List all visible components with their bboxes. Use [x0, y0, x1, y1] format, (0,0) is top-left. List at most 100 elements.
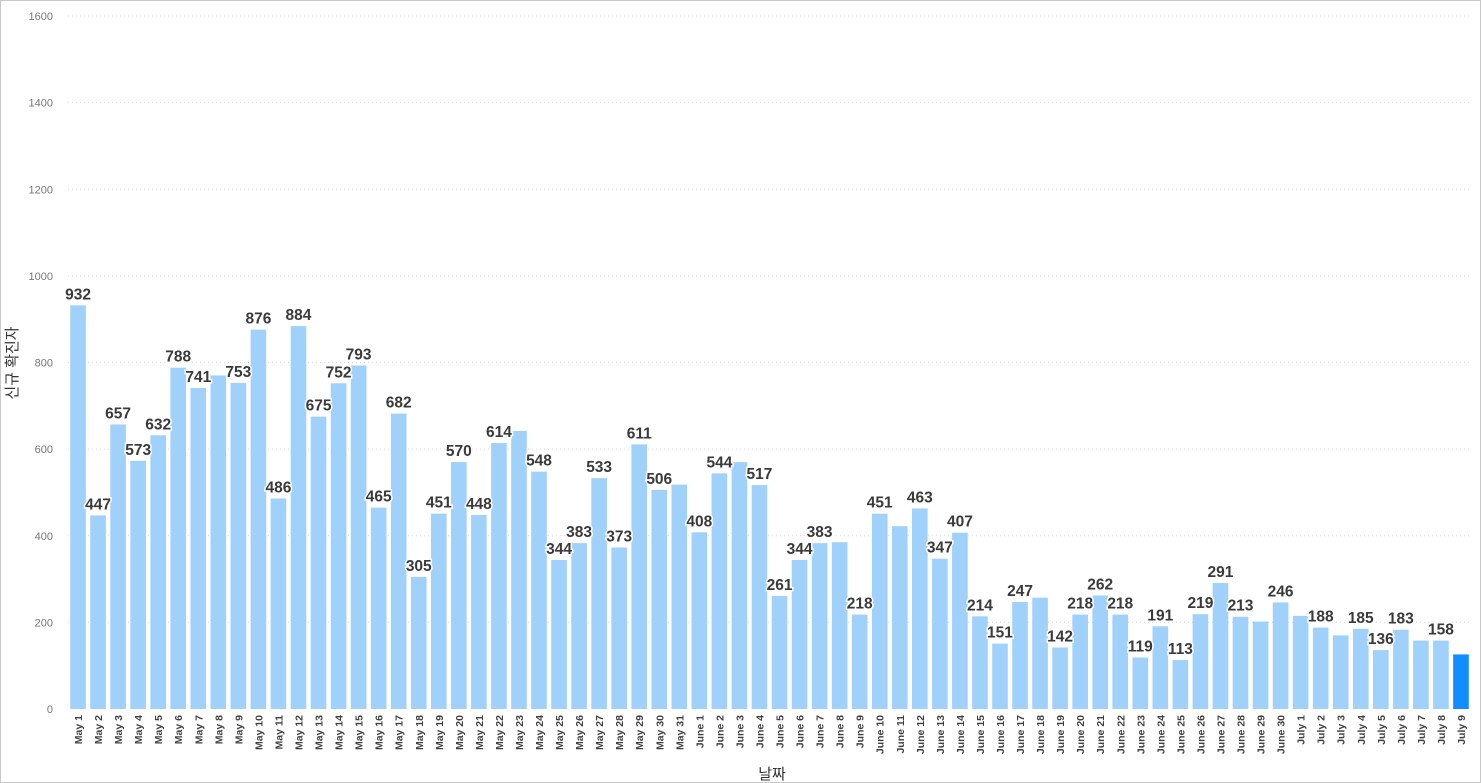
x-tick-label: May 24	[534, 715, 546, 750]
x-tick-label: May 25	[554, 715, 566, 750]
bar[interactable]	[1453, 654, 1469, 709]
bar[interactable]	[591, 478, 607, 709]
x-tick-label: July 1	[1296, 715, 1308, 745]
bar[interactable]	[992, 643, 1008, 709]
data-label: 219	[1187, 595, 1213, 612]
bar[interactable]	[290, 326, 307, 709]
x-tick-label: June 25	[1175, 715, 1187, 754]
y-tick-label: 1000	[29, 271, 53, 283]
bar[interactable]	[1232, 616, 1249, 709]
bar[interactable]	[491, 443, 507, 709]
bar[interactable]	[1413, 640, 1429, 709]
bar[interactable]	[691, 532, 708, 709]
y-tick-label: 0	[47, 704, 53, 716]
bar[interactable]	[150, 435, 167, 709]
bar[interactable]	[1152, 626, 1169, 709]
bar[interactable]	[611, 547, 627, 709]
data-label: 465	[366, 489, 392, 506]
bar[interactable]	[1433, 640, 1449, 709]
bar[interactable]	[1112, 614, 1129, 709]
x-tick-label: May 27	[594, 715, 606, 750]
bar[interactable]	[511, 430, 527, 709]
bar[interactable]	[771, 595, 788, 709]
bar[interactable]	[370, 507, 387, 709]
bar[interactable]	[831, 542, 848, 709]
bar[interactable]	[1132, 657, 1149, 709]
bar[interactable]	[130, 460, 146, 709]
bar[interactable]	[972, 616, 988, 709]
bar[interactable]	[390, 413, 407, 709]
bar[interactable]	[190, 388, 207, 709]
data-label: 247	[1007, 583, 1033, 600]
data-label: 486	[266, 480, 292, 497]
bar[interactable]	[1352, 628, 1369, 709]
bar[interactable]	[1092, 595, 1109, 709]
data-label: 291	[1208, 564, 1234, 581]
x-tick-label: June 15	[975, 715, 987, 754]
bar[interactable]	[250, 329, 267, 709]
bar[interactable]	[631, 444, 648, 709]
bar[interactable]	[1032, 597, 1048, 709]
bar[interactable]	[1332, 635, 1349, 709]
bar[interactable]	[1272, 602, 1289, 709]
bar[interactable]	[1072, 614, 1088, 709]
bar[interactable]	[651, 489, 668, 709]
y-tick-label: 1600	[29, 11, 53, 23]
bar[interactable]	[110, 424, 126, 709]
bar[interactable]	[1372, 650, 1389, 709]
bar[interactable]	[891, 526, 908, 709]
data-label: 218	[847, 596, 873, 613]
data-label: 136	[1368, 631, 1394, 648]
bar[interactable]	[310, 416, 327, 709]
x-axis-title: 날짜	[758, 766, 786, 782]
data-label: 383	[566, 524, 592, 541]
bar[interactable]	[90, 515, 106, 709]
bar[interactable]	[451, 462, 467, 709]
bar[interactable]	[1212, 582, 1229, 709]
bar[interactable]	[751, 485, 768, 709]
bar[interactable]	[1312, 627, 1329, 709]
bar[interactable]	[531, 471, 547, 709]
data-label: 793	[346, 347, 372, 364]
bar[interactable]	[471, 514, 487, 709]
data-label: 113	[1168, 641, 1193, 658]
bar[interactable]	[170, 367, 187, 709]
x-tick-label: June 24	[1155, 715, 1167, 754]
data-label: 614	[486, 424, 512, 441]
bar[interactable]	[952, 532, 968, 709]
bar[interactable]	[430, 513, 447, 709]
bar[interactable]	[330, 383, 347, 709]
bar[interactable]	[70, 305, 86, 709]
bar[interactable]	[1192, 614, 1209, 709]
x-tick-label: May 17	[394, 715, 406, 750]
bar[interactable]	[230, 382, 247, 709]
x-tick-label: May 22	[494, 715, 506, 750]
bar[interactable]	[551, 560, 567, 709]
bar[interactable]	[671, 484, 688, 709]
bar[interactable]	[1252, 621, 1269, 709]
bar[interactable]	[1052, 647, 1068, 709]
bar[interactable]	[811, 543, 828, 709]
bar[interactable]	[1012, 602, 1028, 709]
bar[interactable]	[711, 473, 728, 709]
x-tick-label: May 11	[273, 715, 285, 750]
bar[interactable]	[1292, 615, 1309, 709]
bar[interactable]	[1393, 629, 1409, 709]
bar[interactable]	[871, 513, 888, 709]
x-tick-label: July 5	[1376, 715, 1388, 745]
bar[interactable]	[210, 375, 227, 709]
bar[interactable]	[410, 576, 427, 709]
x-tick-label: May 29	[634, 715, 646, 750]
bar[interactable]	[731, 462, 748, 709]
bar[interactable]	[791, 560, 808, 709]
x-tick-label: June 28	[1236, 715, 1248, 754]
bar[interactable]	[350, 365, 367, 709]
bar[interactable]	[1172, 660, 1189, 709]
bar[interactable]	[270, 498, 287, 709]
bar[interactable]	[932, 558, 948, 709]
bar[interactable]	[912, 508, 928, 709]
data-label: 119	[1128, 638, 1153, 655]
bar[interactable]	[571, 543, 587, 709]
bar[interactable]	[851, 614, 868, 709]
x-tick-label: June 30	[1276, 715, 1288, 754]
